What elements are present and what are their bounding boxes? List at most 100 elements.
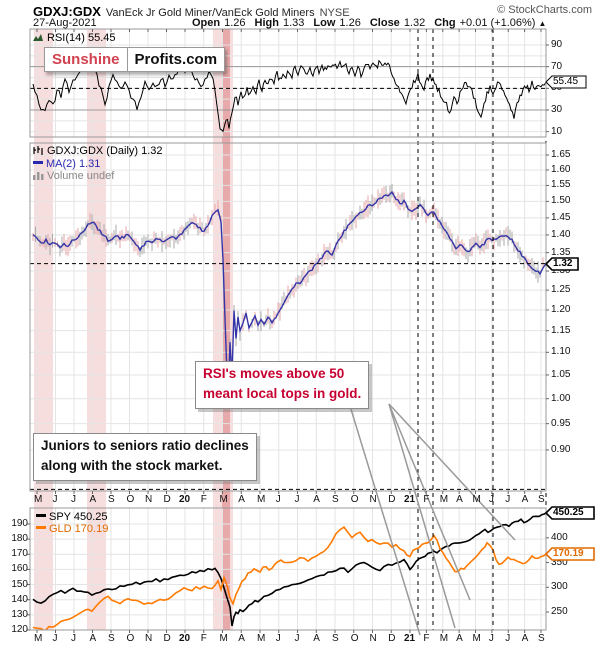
sunshine-profits-watermark: Sunshine Profits.com: [44, 47, 226, 72]
month-label: S: [538, 494, 545, 505]
month-label: F: [423, 494, 430, 505]
month-label: J: [505, 633, 511, 644]
month-label: A: [456, 494, 463, 505]
month-label: S: [108, 633, 115, 644]
month-label: F: [423, 633, 430, 644]
month-label: J: [505, 494, 511, 505]
rsi-axis-tick: 30: [551, 104, 563, 115]
ratio-note-line1: Juniors to seniors ratio declines: [41, 438, 249, 453]
quote-label: Low: [313, 17, 336, 29]
watermark-sunshine: Sunshine: [45, 48, 128, 71]
month-label: M: [219, 633, 228, 644]
month-label: S: [108, 494, 115, 505]
ratio-note-line2: along with the stock market.: [41, 458, 223, 474]
month-label: D: [388, 633, 396, 644]
change-up-arrow-icon: ▲: [538, 19, 547, 28]
gld-line-swatch: [36, 526, 46, 529]
month-label: A: [521, 494, 529, 505]
indicator-chart-icon: [33, 33, 44, 45]
quote-value: 1.26: [339, 17, 361, 29]
month-label: S: [538, 633, 545, 644]
month-label: N: [369, 494, 377, 505]
spy-line-swatch: [36, 514, 46, 517]
gld-axis-tick: 180: [11, 533, 28, 545]
spy-axis-tick: 350: [551, 556, 568, 568]
month-label: 21: [404, 633, 416, 644]
watermark-profits: Profits.com: [134, 51, 218, 68]
rsi-axis-tick: 10: [551, 125, 563, 137]
rsi-note-line2: meant local tops in gold.: [203, 386, 362, 402]
ratio-axis-tick: 1.55: [551, 179, 571, 191]
ratio-axis-tick: 1.50: [551, 195, 571, 207]
month-label: M: [439, 494, 449, 505]
rsi-note-line1: RSI's moves above 50: [203, 366, 345, 381]
ratio-axis-tick: 1.25: [551, 284, 571, 296]
lower-legend: SPY 450.25 GLD 170.19: [36, 511, 108, 535]
month-label: A: [521, 633, 529, 644]
gld-legend-row: GLD 170.19: [36, 523, 108, 535]
month-label: O: [350, 494, 359, 505]
month-label: 20: [179, 494, 191, 505]
rsi-last-value-badge: 55.45: [545, 75, 587, 89]
ratio-axis-tick: 1.35: [551, 246, 571, 258]
ratio-axis-tick: 1.45: [551, 211, 571, 223]
volume-label: Volume undef: [47, 170, 115, 182]
gld-axis-tick: 120: [11, 623, 28, 635]
month-label: M: [257, 494, 266, 505]
ratio-axis-tick: 0.95: [551, 417, 571, 429]
month-label: J: [488, 494, 494, 505]
month-label: M: [34, 494, 43, 505]
gld-axis-tick: 160: [11, 563, 28, 575]
month-label: J: [275, 633, 281, 644]
ratio-axis-tick: 1.60: [551, 163, 571, 175]
month-label: M: [472, 494, 481, 505]
stockcharts-credit: © StockCharts.com: [497, 4, 592, 16]
month-label: A: [89, 633, 97, 644]
exchange-label: NYSE: [319, 7, 350, 19]
month-label: M: [472, 633, 481, 644]
month-label: M: [257, 633, 266, 644]
rsi-legend-label: RSI(14) 55.45: [47, 32, 116, 44]
month-label: N: [145, 633, 153, 644]
quote-label: Open: [192, 17, 221, 29]
month-label: A: [313, 494, 320, 505]
month-label: D: [388, 494, 396, 505]
ratio-axis-tick: 1.40: [551, 228, 571, 240]
month-label: J: [52, 633, 58, 644]
month-label: A: [238, 494, 245, 505]
month-label: J: [71, 633, 76, 644]
month-label: O: [126, 494, 135, 505]
month-label: 20: [179, 633, 191, 644]
gld-axis-tick: 130: [11, 608, 28, 620]
month-label: N: [369, 633, 377, 644]
month-label: O: [126, 633, 135, 644]
month-label: M: [219, 494, 228, 505]
month-label: F: [200, 494, 207, 505]
spy-label: SPY 450.25: [49, 511, 108, 523]
quote-label: High: [254, 17, 279, 29]
main-symbol-label: GDXJ:GDX (Daily) 1.32: [47, 145, 163, 157]
month-label: 21: [404, 494, 416, 505]
quote-label: Close: [369, 17, 400, 29]
month-label: A: [456, 633, 463, 644]
rsi-legend: RSI(14) 55.45: [33, 32, 115, 45]
spy-axis-tick: 400: [551, 531, 568, 543]
main-legend: GDXJ:GDX (Daily) 1.32 MA(2) 1.31 Volume …: [33, 145, 163, 183]
ratio-axis-tick: 1.30: [551, 265, 571, 277]
ratio-axis-tick: 1.00: [551, 392, 571, 404]
month-label: J: [52, 494, 58, 505]
month-label: A: [238, 633, 245, 644]
quote-value: 1.32: [403, 17, 426, 29]
gld-axis-tick: 170: [11, 548, 28, 560]
month-label: S: [332, 494, 339, 505]
month-label: J: [294, 494, 300, 505]
month-label: D: [163, 633, 171, 644]
gld-axis-tick: 150: [11, 578, 28, 590]
month-label: N: [145, 494, 153, 505]
month-label: J: [294, 633, 300, 644]
gld-last-value-badge: 170.19: [544, 547, 595, 561]
spy-legend-row: SPY 450.25: [36, 511, 108, 523]
rsi-axis-tick: 90: [551, 39, 563, 50]
